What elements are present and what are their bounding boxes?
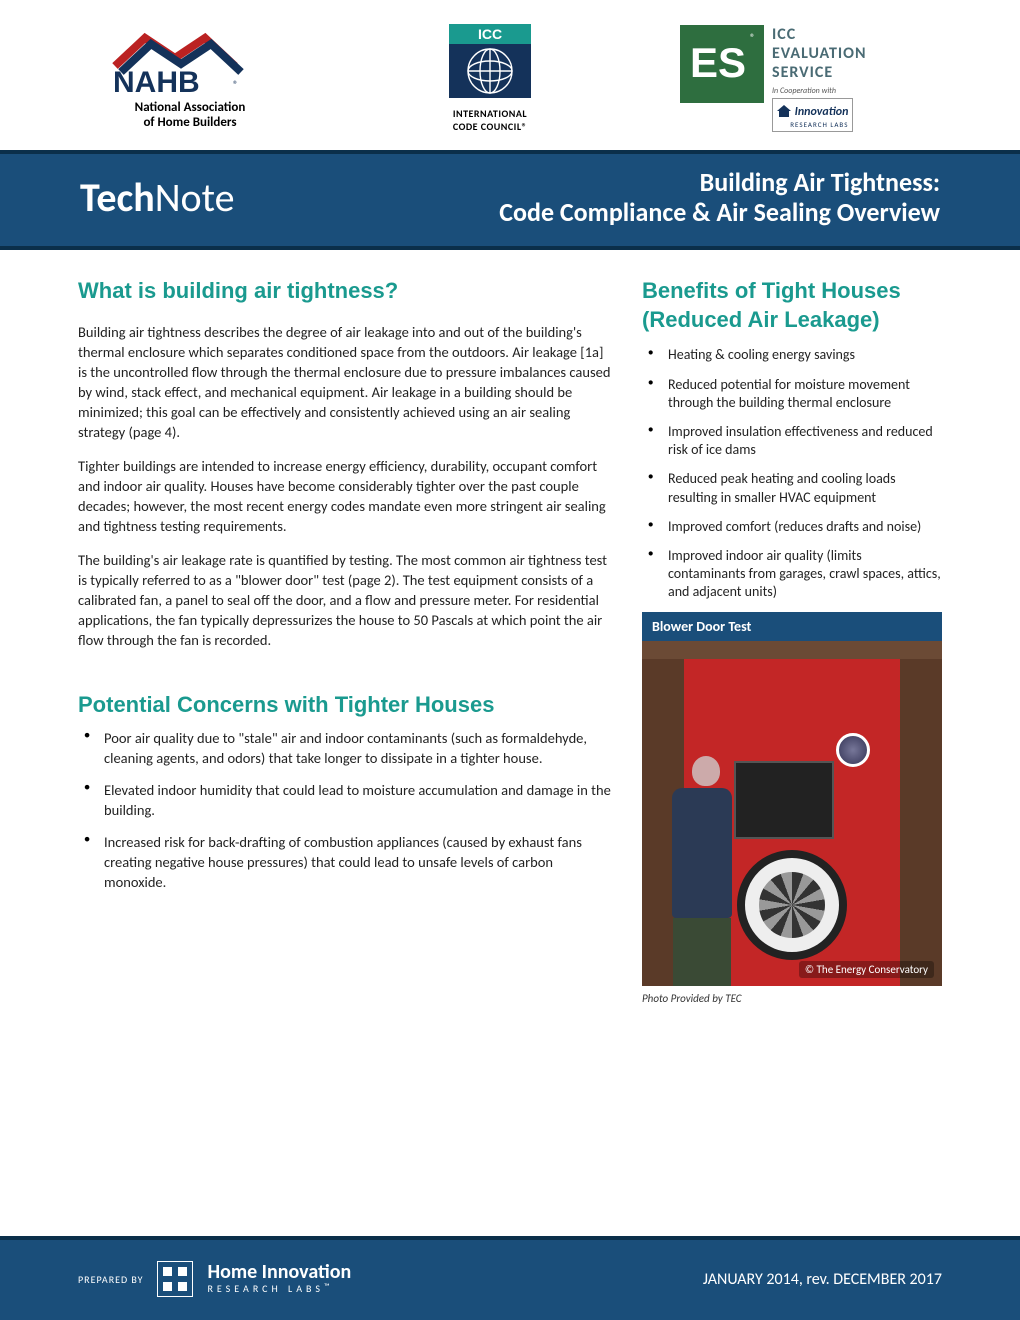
benefit-item: Heating & cooling energy savings xyxy=(642,346,942,364)
hirl-line1: Home Innovation xyxy=(207,1260,351,1284)
hirl-logo-icon xyxy=(157,1261,193,1297)
photo-door-top xyxy=(642,641,942,659)
fan-blades-icon xyxy=(759,872,825,938)
benefit-item: Reduced peak heating and cooling loads r… xyxy=(642,470,942,506)
photo-watermark: © The Energy Conservatory xyxy=(799,961,934,978)
nahb-logo: NAHB ® National Association of Home Buil… xyxy=(80,26,300,130)
photo-fan xyxy=(737,850,847,960)
hirl-text: Home Innovation RESEARCH LABS™ xyxy=(207,1263,351,1295)
photo-person xyxy=(672,756,752,986)
benefit-item: Reduced potential for moisture movement … xyxy=(642,376,942,412)
svg-text:®: ® xyxy=(233,78,238,91)
hirl-line2: RESEARCH LABS xyxy=(207,1282,324,1295)
svg-text:ICC: ICC xyxy=(478,26,502,42)
es-mark-svg: ES ® xyxy=(680,25,764,103)
icc-logo-svg: ICC xyxy=(449,24,531,98)
nahb-name-2: of Home Builders xyxy=(80,115,300,130)
es-text-block: ICC EVALUATION SERVICE In Cooperation wi… xyxy=(772,25,867,132)
es-logo: ES ® ICC EVALUATION SERVICE In Cooperati… xyxy=(680,25,940,132)
es-innov-box: Innovation RESEARCH LABS xyxy=(772,98,853,132)
es-innov: Innovation xyxy=(795,105,849,119)
technote-bold: Tech xyxy=(80,173,155,222)
icc-logo: ICC INTERNATIONAL CODE COUNCIL® xyxy=(430,24,550,133)
para-2: Tighter buildings are intended to increa… xyxy=(78,456,612,536)
image-caption-bar: Blower Door Test xyxy=(642,612,942,641)
benefit-item: Improved comfort (reduces drafts and noi… xyxy=(642,518,942,536)
heading-concerns: Potential Concerns with Tighter Houses xyxy=(78,692,612,718)
icc-name-1: INTERNATIONAL xyxy=(430,107,550,120)
heading-what-is: What is building air tightness? xyxy=(78,278,612,304)
photo-window-icon xyxy=(836,733,870,767)
heading-benefits-1: Benefits of Tight Houses xyxy=(642,278,942,303)
benefit-item: Improved indoor air quality (limits cont… xyxy=(642,547,942,602)
person-legs xyxy=(673,918,731,986)
svg-text:®: ® xyxy=(750,31,755,44)
nahb-logo-svg: NAHB ® xyxy=(105,26,275,98)
concerns-list: Poor air quality due to "stale" air and … xyxy=(78,728,612,892)
footer-bar: PREPARED BY Home Innovation RESEARCH LAB… xyxy=(0,1236,1020,1320)
technote-wordmark: TechNote xyxy=(80,173,234,222)
title-banner: TechNote Building Air Tightness: Code Co… xyxy=(0,150,1020,250)
icc-name-2: CODE COUNCIL® xyxy=(430,120,550,133)
svg-text:ES: ES xyxy=(690,39,746,86)
footer-left: PREPARED BY Home Innovation RESEARCH LAB… xyxy=(78,1261,351,1297)
person-body xyxy=(672,788,732,918)
concern-item: Elevated indoor humidity that could lead… xyxy=(78,780,612,820)
title-line2: Code Compliance & Air Sealing Overview xyxy=(499,198,940,228)
person-head xyxy=(692,756,720,786)
es-line2: EVALUATION xyxy=(772,44,867,63)
logos-row: NAHB ® National Association of Home Buil… xyxy=(0,0,1020,150)
es-coop: In Cooperation with xyxy=(772,86,867,96)
es-line3: SERVICE xyxy=(772,63,867,82)
technote-rest: Note xyxy=(155,173,235,222)
right-column: Benefits of Tight Houses (Reduced Air Le… xyxy=(642,278,942,1006)
photo-credit: Photo Provided by TEC xyxy=(642,992,942,1005)
para-1: Building air tightness describes the deg… xyxy=(78,322,612,442)
content-area: What is building air tightness? Building… xyxy=(0,250,1020,1016)
heading-benefits-2: (Reduced Air Leakage) xyxy=(642,307,942,332)
es-line1: ICC xyxy=(772,25,867,44)
prepared-by-label: PREPARED BY xyxy=(78,1273,143,1286)
title-block: Building Air Tightness: Code Compliance … xyxy=(499,168,940,228)
footer-date: JANUARY 2014, rev. DECEMBER 2017 xyxy=(703,1270,942,1289)
para-3: The building's air leakage rate is quant… xyxy=(78,550,612,650)
nahb-name-1: National Association xyxy=(80,100,300,115)
benefit-item: Improved insulation effectiveness and re… xyxy=(642,423,942,459)
svg-text:NAHB: NAHB xyxy=(113,66,200,98)
title-line1: Building Air Tightness: xyxy=(499,168,940,198)
benefits-list: Heating & cooling energy savings Reduced… xyxy=(642,346,942,601)
left-column: What is building air tightness? Building… xyxy=(78,278,612,1006)
photo-door-right xyxy=(900,641,942,986)
blower-door-photo: © The Energy Conservatory xyxy=(642,641,942,986)
es-innov2: RESEARCH LABS xyxy=(777,120,848,129)
concern-item: Increased risk for back-drafting of comb… xyxy=(78,832,612,892)
hirl-tm: ™ xyxy=(324,1282,330,1292)
concern-item: Poor air quality due to "stale" air and … xyxy=(78,728,612,768)
house-icon xyxy=(777,105,791,117)
